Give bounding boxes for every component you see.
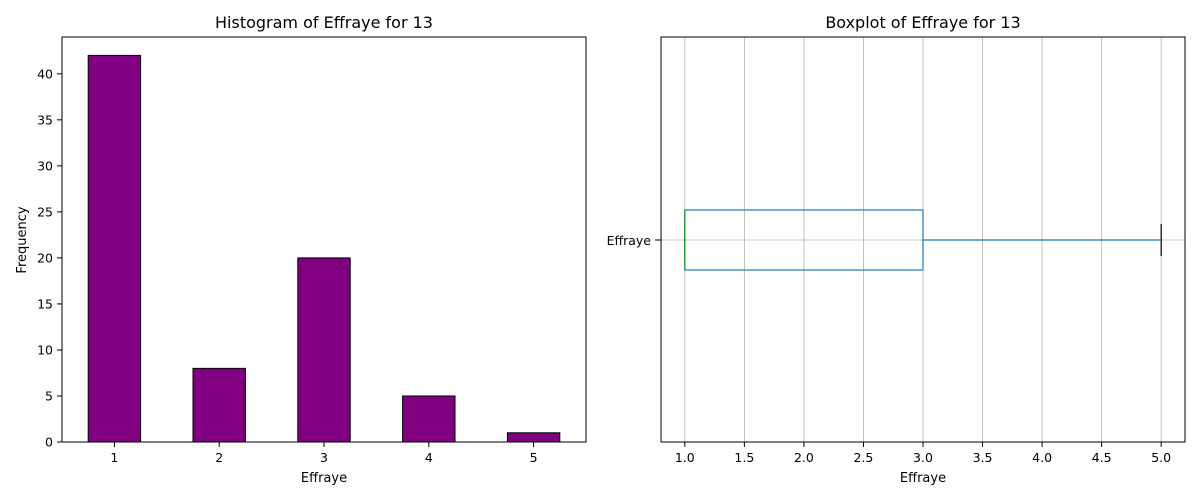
boxplot-x-tick-label: 4.5 <box>1092 450 1112 465</box>
histogram-bar <box>192 367 246 443</box>
histogram-y-tick-label: 35 <box>37 112 53 127</box>
histogram-x-tick-label: 2 <box>215 450 223 465</box>
histogram-panel: Histogram of Effraye for 13 051015202530… <box>15 13 587 486</box>
histogram-y-tick-label: 0 <box>45 435 53 450</box>
histogram-y-tick-label: 40 <box>37 66 53 81</box>
boxplot-x-ticks: 1.0 1.5 2.0 2.5 3.0 3.5 4.0 4.5 5.0 <box>675 442 1171 465</box>
histogram-y-tick-label: 20 <box>37 250 53 265</box>
histogram-y-tick-label: 25 <box>37 204 53 219</box>
boxplot-x-tick-label: 1.0 <box>675 450 695 465</box>
boxplot-x-tick-label: 5.0 <box>1151 450 1171 465</box>
histogram-title: Histogram of Effraye for 13 <box>215 13 433 32</box>
boxplot-x-axis-label: Effraye <box>900 471 946 486</box>
histogram-bar <box>402 395 456 443</box>
boxplot-x-tick-label: 1.5 <box>734 450 754 465</box>
boxplot-x-tick-label: 4.0 <box>1032 450 1052 465</box>
histogram-x-tick-label: 3 <box>320 450 328 465</box>
histogram-plot-frame <box>61 36 587 443</box>
histogram-y-tick-label: 30 <box>37 158 53 173</box>
boxplot-category-label: Effraye <box>607 233 652 248</box>
histogram-y-tick-label: 15 <box>37 296 53 311</box>
histogram-y-axis-label: Frequency <box>15 206 30 273</box>
histogram-x-tick-label: 4 <box>425 450 433 465</box>
boxplot-x-tick-label: 2.5 <box>854 450 874 465</box>
boxplot-title: Boxplot of Effraye for 13 <box>825 13 1020 32</box>
histogram-x-ticks: 1 2 3 4 5 <box>110 442 538 465</box>
histogram-y-ticks: 0 5 10 15 20 25 30 35 40 <box>37 66 62 450</box>
histogram-y-tick-label: 5 <box>45 388 53 403</box>
boxplot-x-tick-label: 3.0 <box>913 450 933 465</box>
histogram-bar <box>297 257 351 443</box>
histogram-y-tick-label: 10 <box>37 342 53 357</box>
histogram-x-axis-label: Effraye <box>301 471 347 486</box>
histogram-bar <box>506 432 561 443</box>
histogram-bar <box>87 54 142 443</box>
boxplot-x-tick-label: 2.0 <box>794 450 814 465</box>
histogram-x-tick-label: 1 <box>110 450 118 465</box>
boxplot-panel: Boxplot of Effraye for 13 1.0 1.5 2.0 2.5 3.… <box>607 13 1186 486</box>
boxplot-shapes <box>684 209 1162 271</box>
histogram-bars <box>87 54 561 443</box>
histogram-x-tick-label: 5 <box>530 450 538 465</box>
boxplot-x-tick-label: 3.5 <box>973 450 993 465</box>
